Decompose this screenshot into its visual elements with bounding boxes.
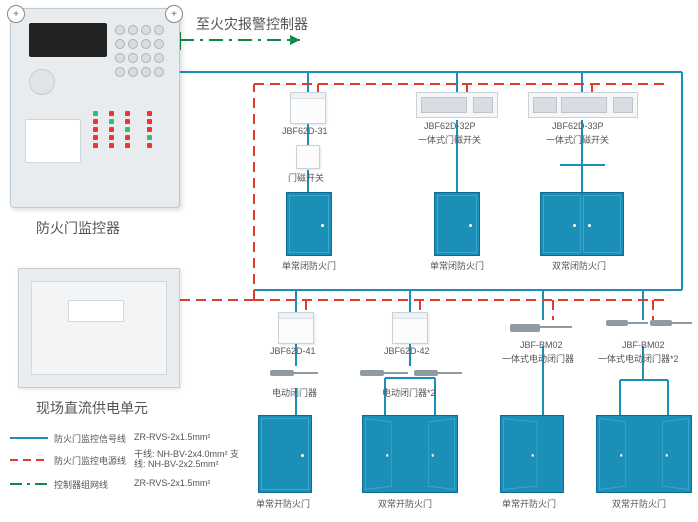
controller-buttons-row4 — [115, 67, 164, 77]
controller-buttons-row3 — [115, 53, 164, 63]
mag-32p-sub: 一体式门磁开关 — [418, 133, 481, 146]
door-r2-1 — [258, 415, 312, 493]
closer-bm02-1 — [510, 324, 576, 330]
door-r2-2 — [362, 415, 458, 493]
bm02-1-code: JBF-BM02 — [520, 340, 563, 350]
door-r1-2 — [434, 192, 480, 256]
controller-buttons-row2 — [115, 39, 164, 49]
controller-buttons-row1 — [115, 25, 164, 35]
printer-slot — [25, 119, 81, 163]
closer-41 — [270, 370, 322, 376]
closer-42a — [360, 370, 412, 376]
legend-2-spec: 干线: NH-BV-2x4.0mm² 支线: NH-BV-2x2.5mm² — [134, 450, 244, 470]
psu-panel — [18, 268, 180, 388]
psu-label: 现场直流供电单元 — [36, 398, 148, 418]
mag-33p-code: JBF62D-33P — [552, 121, 604, 131]
closer-bm02-2a — [606, 320, 650, 326]
closer-42-label: 电动闭门器*2 — [382, 386, 436, 399]
title-top: 至火灾报警控制器 — [196, 14, 308, 34]
mag-33p-sub: 一体式门磁开关 — [546, 133, 609, 146]
screw-tr: + — [165, 5, 183, 23]
module-jbf62d-42 — [392, 312, 428, 344]
led-col-3 — [125, 111, 130, 148]
door-r1-3 — [540, 192, 624, 256]
controller-panel: + + — [10, 8, 180, 208]
led-col-2 — [109, 111, 114, 148]
door-r2-3-label: 单常开防火门 — [502, 497, 556, 510]
legend-2-name: 防火门监控电源线 — [54, 454, 126, 467]
module-jbf62d-41 — [278, 312, 314, 344]
module-jbf62d-31 — [290, 92, 326, 124]
door-switch-31-label: 门磁开关 — [288, 171, 324, 184]
door-switch-31 — [296, 145, 320, 169]
door-r2-4-label: 双常开防火门 — [612, 497, 666, 510]
bm02-2-code: JBF-BM02 — [622, 340, 665, 350]
legend-3-spec: ZR-RVS-2x1.5mm² — [134, 478, 210, 488]
closer-bm02-2b — [650, 320, 694, 326]
door-r1-2-label: 单常闭防火门 — [430, 259, 484, 272]
door-r2-4 — [596, 415, 692, 493]
door-r2-2-label: 双常开防火门 — [378, 497, 432, 510]
mag-32p — [416, 92, 498, 118]
led-col-4 — [147, 111, 152, 148]
closer-42b — [414, 370, 466, 376]
bm02-2-sub: 一体式电动闭门器*2 — [598, 352, 679, 365]
bm02-1-sub: 一体式电动闭门器 — [502, 352, 574, 365]
mag-33p — [528, 92, 638, 118]
controller-label: 防火门监控器 — [36, 218, 120, 238]
module-jbf62d-31-code: JBF62D-31 — [282, 126, 328, 136]
legend-3-name: 控制器组网线 — [54, 478, 108, 491]
mag-32p-code: JBF62D-32P — [424, 121, 476, 131]
legend-1-name: 防火门监控信号线 — [54, 432, 126, 445]
door-r2-3 — [500, 415, 564, 493]
door-r1-1-label: 单常闭防火门 — [282, 259, 336, 272]
controller-screen — [29, 23, 107, 57]
legend-1-spec: ZR-RVS-2x1.5mm² — [134, 432, 210, 442]
led-col-1 — [93, 111, 98, 148]
door-r1-3-label: 双常闭防火门 — [552, 259, 606, 272]
screw-tl: + — [7, 5, 25, 23]
speaker-grill — [29, 69, 55, 95]
module-jbf62d-42-code: JBF62D-42 — [384, 346, 430, 356]
door-r2-1-label: 单常开防火门 — [256, 497, 310, 510]
closer-41-label: 电动闭门器 — [272, 386, 317, 399]
module-jbf62d-41-code: JBF62D-41 — [270, 346, 316, 356]
door-r1-1 — [286, 192, 332, 256]
